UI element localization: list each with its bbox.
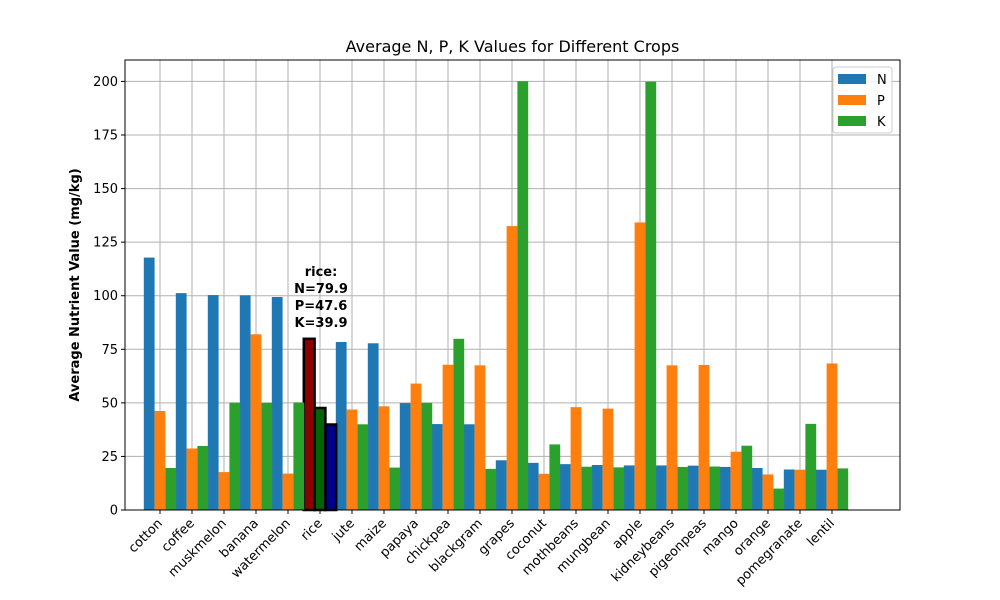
bar-K-maize (389, 467, 401, 510)
bar-K-mothbeans (581, 466, 593, 510)
y-tick-label: 75 (101, 343, 118, 358)
bar-N-papaya (399, 403, 411, 510)
bar-N-pigeonpeas (687, 465, 699, 510)
bar-K-blackgram (485, 468, 497, 510)
bar-P-apple (634, 222, 646, 510)
bar-K-pomegranate (805, 423, 817, 510)
bar-K-watermelon (293, 402, 305, 510)
bar-P-mothbeans (570, 407, 582, 510)
bar-N-jute (335, 342, 347, 510)
bar-N-grapes (495, 460, 507, 510)
bar-K-chickpea (453, 338, 465, 510)
bar-K-banana (261, 402, 273, 510)
bar-K-coconut (549, 444, 561, 510)
bar-K-papaya (421, 402, 433, 510)
bar-K-orange (773, 488, 785, 510)
legend-swatch-P (838, 95, 866, 105)
rice-annotation: rice: N=79.9 P=47.6 K=39.9 (294, 265, 348, 331)
y-axis-label: Average Nutrient Value (mg/kg) (68, 168, 83, 401)
bar-K-jute (357, 424, 369, 510)
bar-P-maize (378, 406, 390, 510)
bar-P-watermelon (282, 473, 294, 510)
bar-N-apple (623, 465, 635, 510)
bar-P-chickpea (442, 364, 454, 510)
x-tick-label-rice: rice (298, 516, 326, 544)
bar-P-lentil (826, 363, 838, 510)
chart-title: Average N, P, K Values for Different Cro… (346, 37, 680, 56)
y-tick-label: 125 (93, 236, 118, 251)
legend: NPK (832, 66, 893, 134)
bar-N-coconut (527, 462, 539, 510)
bar-K-rice (324, 423, 338, 512)
x-tick-label-cotton: cotton (126, 516, 166, 556)
bar-K-mango (741, 445, 753, 510)
bar-N-banana (239, 295, 251, 510)
bar-P-papaya (410, 383, 422, 510)
bar-P-grapes (506, 226, 518, 510)
bar-K-mungbean (613, 467, 625, 510)
bar-N-maize (367, 343, 379, 510)
bar-N-chickpea (431, 424, 443, 510)
bar-K-cotton (165, 468, 177, 510)
bar-K-muskmelon (229, 402, 241, 510)
bar-K-grapes (517, 81, 529, 511)
bar-K-kidneybeans (677, 466, 689, 510)
ticks: 0255075100125150175200cottoncoffeemuskme… (93, 75, 838, 589)
bar-P-coffee (186, 448, 198, 510)
rice-annotation-line: P=47.6 (295, 299, 348, 314)
bar-N-mothbeans (559, 464, 571, 510)
bar-P-orange (762, 474, 774, 510)
bar-N-pomegranate (783, 469, 795, 510)
y-tick-label: 100 (93, 289, 118, 304)
bar-K-pigeonpeas (709, 466, 721, 510)
bar-K-coffee (197, 445, 209, 510)
bar-N-blackgram (463, 424, 475, 510)
bar-P-kidneybeans (666, 365, 678, 510)
bar-N-coffee (175, 293, 187, 510)
rice-annotation-line: rice: (305, 265, 338, 280)
bar-N-lentil (815, 469, 827, 510)
rice-annotation-line: K=39.9 (294, 316, 347, 331)
bar-P-pomegranate (794, 469, 806, 510)
y-tick-label: 150 (93, 182, 118, 197)
x-tick-label-lentil: lentil (804, 516, 837, 549)
legend-label-P: P (877, 94, 885, 109)
bars (143, 81, 849, 512)
legend-label-N: N (877, 73, 887, 88)
legend-label-K: K (877, 115, 886, 130)
bar-N-mango (719, 466, 731, 510)
bar-N-orange (751, 468, 763, 510)
bar-P-cotton (154, 411, 166, 510)
y-tick-label: 50 (101, 396, 118, 411)
bar-P-banana (250, 334, 262, 510)
bar-N-muskmelon (207, 295, 219, 510)
bar-P-blackgram (474, 365, 486, 510)
bar-P-mungbean (602, 408, 614, 510)
bar-N-mungbean (591, 465, 603, 510)
bar-N-watermelon (271, 297, 283, 510)
bar-N-kidneybeans (655, 465, 667, 510)
y-tick-label: 25 (101, 450, 118, 465)
rice-annotation-line: N=79.9 (294, 282, 348, 297)
bar-N-cotton (143, 257, 155, 510)
bar-K-lentil (837, 468, 849, 510)
bar-P-muskmelon (218, 472, 230, 510)
bar-P-coconut (538, 473, 550, 510)
bar-P-pigeonpeas (698, 364, 710, 510)
bar-P-jute (346, 409, 358, 510)
bar-N-rice (302, 337, 316, 512)
y-tick-label: 0 (110, 504, 118, 519)
legend-swatch-K (838, 116, 866, 126)
bar-P-mango (730, 451, 742, 510)
bar-K-apple (645, 81, 657, 510)
bar-P-rice (313, 406, 327, 512)
legend-swatch-N (838, 74, 866, 84)
y-tick-label: 175 (93, 129, 118, 144)
y-tick-label: 200 (93, 75, 118, 90)
